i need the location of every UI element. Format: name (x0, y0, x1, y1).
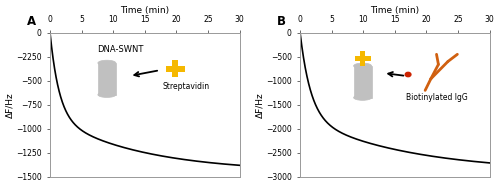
Text: Streptavidin: Streptavidin (163, 82, 210, 91)
Ellipse shape (98, 60, 116, 66)
Y-axis label: ΔF/Hz: ΔF/Hz (256, 92, 264, 118)
Ellipse shape (354, 63, 372, 69)
Ellipse shape (354, 95, 372, 100)
X-axis label: Time (min): Time (min) (370, 6, 420, 14)
Text: B: B (278, 15, 286, 28)
Bar (172, 60, 178, 77)
FancyBboxPatch shape (98, 63, 116, 95)
Bar (360, 52, 366, 66)
X-axis label: Time (min): Time (min) (120, 6, 170, 14)
FancyBboxPatch shape (354, 66, 372, 98)
Circle shape (406, 72, 411, 77)
Y-axis label: ΔF/Hz: ΔF/Hz (6, 92, 15, 118)
Text: A: A (28, 15, 36, 28)
Bar (354, 56, 370, 61)
Text: Biotinylated IgG: Biotinylated IgG (406, 93, 468, 102)
Bar (166, 66, 184, 72)
Ellipse shape (98, 92, 116, 97)
Text: DNA-SWNT: DNA-SWNT (97, 45, 144, 55)
